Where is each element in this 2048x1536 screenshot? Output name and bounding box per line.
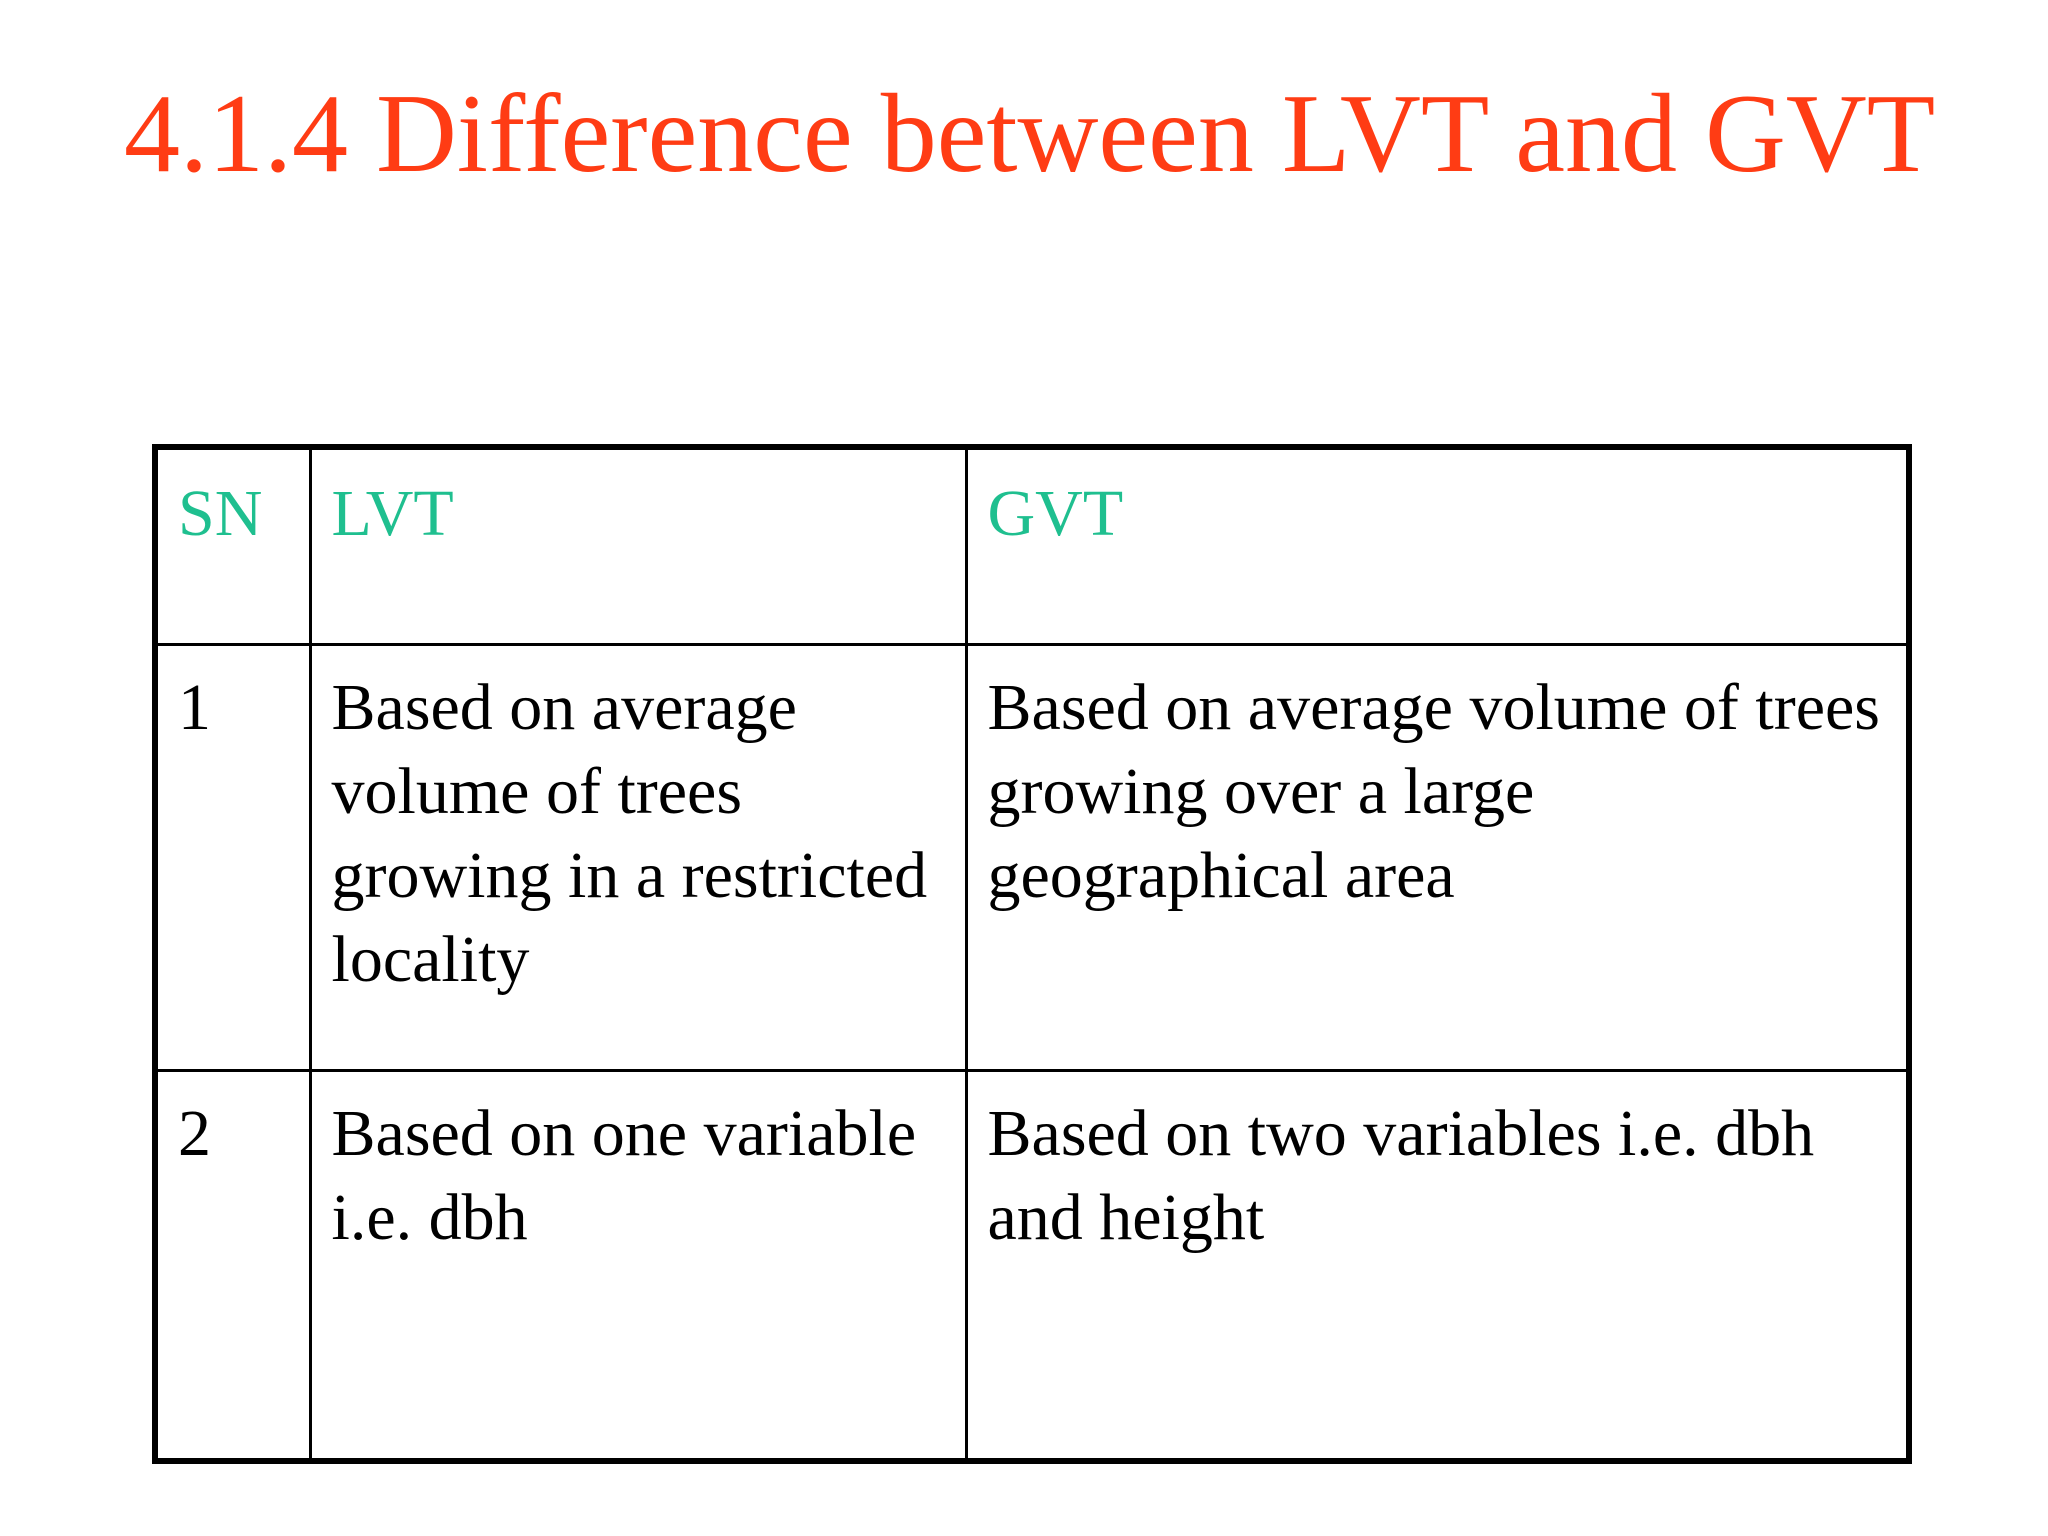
row-1-lvt-cell: Based on average volume of trees growing… (308, 642, 968, 1072)
table-row: 2 Based on one variable i.e. dbh Based o… (158, 1068, 1906, 1458)
comparison-table: SN LVT GVT 1 Based on average volume of … (158, 450, 1906, 1458)
comparison-table-frame: SN LVT GVT 1 Based on average volume of … (152, 444, 1912, 1464)
header-cell-gvt: GVT (964, 450, 1906, 646)
row-2-sn-cell: 2 (158, 1068, 312, 1458)
row-2-lvt-cell: Based on one variable i.e. dbh (308, 1068, 968, 1458)
row-1-sn-cell: 1 (158, 642, 312, 1072)
slide-title: 4.1.4 Difference between LVT and GVT (124, 72, 1936, 196)
row-1-gvt-cell: Based on average volume of trees growing… (964, 642, 1906, 1072)
header-cell-lvt: LVT (308, 450, 968, 646)
header-cell-sn: SN (158, 450, 312, 646)
table-header-row: SN LVT GVT (158, 450, 1906, 646)
table-row: 1 Based on average volume of trees growi… (158, 642, 1906, 1072)
row-2-gvt-cell: Based on two variables i.e. dbh and heig… (964, 1068, 1906, 1458)
